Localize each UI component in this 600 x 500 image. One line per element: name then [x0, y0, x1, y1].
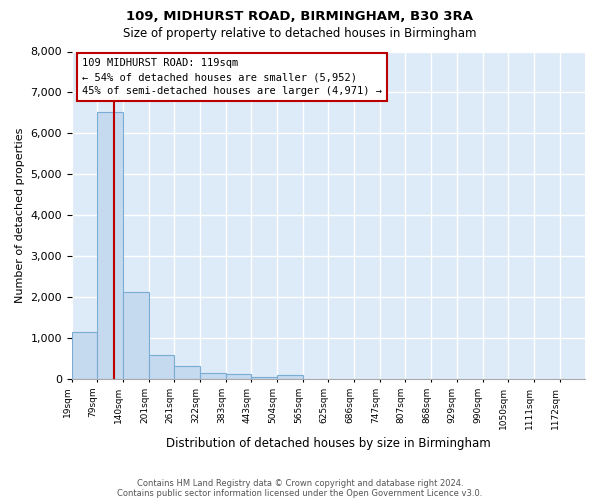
Text: Contains HM Land Registry data © Crown copyright and database right 2024.: Contains HM Land Registry data © Crown c… — [137, 478, 463, 488]
Bar — [226, 374, 251, 379]
Text: 109, MIDHURST ROAD, BIRMINGHAM, B30 3RA: 109, MIDHURST ROAD, BIRMINGHAM, B30 3RA — [127, 10, 473, 23]
Bar — [200, 373, 226, 379]
Text: Contains public sector information licensed under the Open Government Licence v3: Contains public sector information licen… — [118, 488, 482, 498]
Bar — [251, 377, 277, 379]
Y-axis label: Number of detached properties: Number of detached properties — [15, 128, 25, 303]
Bar — [174, 366, 200, 379]
Bar — [149, 356, 174, 379]
Bar — [277, 375, 303, 379]
Text: 109 MIDHURST ROAD: 119sqm
← 54% of detached houses are smaller (5,952)
45% of se: 109 MIDHURST ROAD: 119sqm ← 54% of detac… — [82, 58, 382, 96]
Bar — [97, 112, 123, 379]
Text: Size of property relative to detached houses in Birmingham: Size of property relative to detached ho… — [123, 28, 477, 40]
X-axis label: Distribution of detached houses by size in Birmingham: Distribution of detached houses by size … — [166, 437, 491, 450]
Bar — [123, 292, 149, 379]
Bar — [72, 332, 97, 379]
